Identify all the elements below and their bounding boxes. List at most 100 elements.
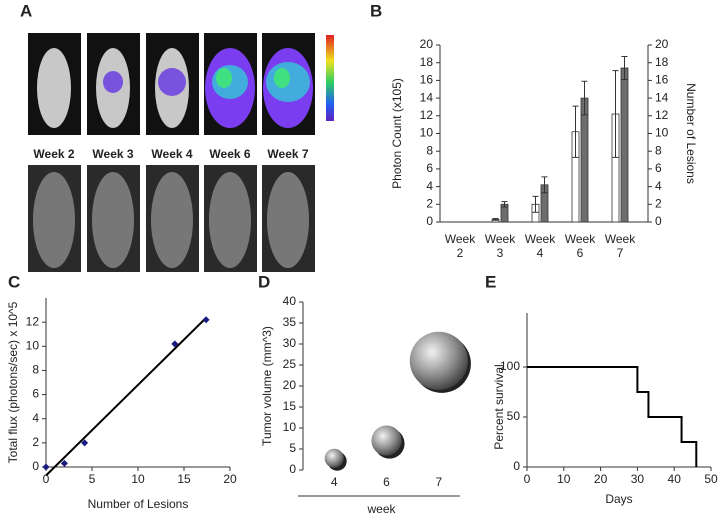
- y-tick-label: 10: [655, 126, 669, 140]
- bar: [580, 97, 589, 223]
- x-tick-label: 7: [435, 475, 442, 489]
- x-tick-label: 0: [524, 472, 531, 486]
- y-tick-label: 12: [655, 108, 669, 122]
- point: [171, 340, 179, 348]
- y-tick-label: 8: [426, 143, 433, 157]
- y2-axis-label: Number of Lesions: [684, 83, 698, 184]
- x-tick-label: 4: [331, 475, 338, 489]
- x-tick-label: Week 2: [444, 232, 476, 260]
- y-tick-label: 18: [420, 55, 434, 69]
- point: [81, 439, 89, 447]
- y-tick-label: 14: [420, 90, 434, 104]
- caption: Week 7: [267, 147, 308, 161]
- bubble: [324, 448, 344, 468]
- mri-body: [267, 172, 309, 268]
- x-tick-label: Week 4: [524, 232, 556, 260]
- signal: [103, 71, 123, 93]
- y-tick-label: 10: [26, 338, 40, 352]
- y-tick-label: 16: [655, 73, 669, 87]
- x-tick-label: Week 7: [604, 232, 636, 260]
- x-tick-label: 15: [177, 472, 191, 486]
- error-bar: [492, 217, 499, 221]
- bar: [620, 67, 629, 223]
- y-tick-label: 12: [26, 314, 40, 328]
- error-bar: [572, 105, 579, 158]
- mouse: [37, 48, 71, 128]
- error-bar: [581, 80, 588, 116]
- y-tick-label: 4: [32, 411, 39, 425]
- y-axis-label: Tumor volume (mm^3): [260, 326, 274, 446]
- bubble: [409, 331, 468, 390]
- y-axis-label: Total flux (photons/sec) x 10^5: [6, 301, 20, 463]
- x-tick-label: 20: [223, 472, 237, 486]
- y-tick-label: 35: [283, 315, 297, 329]
- y-tick-label: 2: [32, 435, 39, 449]
- y-tick-label: 2: [655, 196, 662, 210]
- x-tick-label: 0: [43, 472, 50, 486]
- signal: [274, 68, 290, 88]
- y-tick-label: 0: [289, 462, 296, 476]
- x-tick-label: 40: [668, 472, 682, 486]
- y-axis-label: Percent survival: [492, 364, 506, 449]
- x-tick-label: 6: [383, 475, 390, 489]
- error-bar: [532, 195, 539, 213]
- y-tick-label: 5: [289, 441, 296, 455]
- y-tick-label: 0: [426, 214, 433, 228]
- panel-label: D: [258, 272, 270, 291]
- x-axis-label: Days: [605, 492, 632, 506]
- y-tick-label: 16: [420, 73, 434, 87]
- y-tick-label: 4: [655, 179, 662, 193]
- x-tick-label: 30: [631, 472, 645, 486]
- y-tick-label: 4: [426, 179, 433, 193]
- y-tick-label: 30: [283, 336, 297, 350]
- y-tick-label: 6: [426, 161, 433, 175]
- trend-line: [45, 317, 207, 477]
- error-bar: [501, 201, 508, 208]
- signal: [158, 68, 186, 96]
- mri-body: [151, 172, 193, 268]
- y-tick-label: 10: [283, 420, 297, 434]
- y-tick-label: 15: [283, 399, 297, 413]
- error-bar: [612, 70, 619, 158]
- x-tick-label: Week 3: [484, 232, 516, 260]
- y-tick-label: 18: [655, 55, 669, 69]
- caption: Week 4: [151, 147, 192, 161]
- x-tick-label: 10: [131, 472, 145, 486]
- x-tick-label: 50: [704, 472, 718, 486]
- error-bar: [541, 176, 548, 194]
- image-panel: Week 2 Week 3 Week 4 Week 6 Week 7: [28, 33, 315, 272]
- x-tick-label: 10: [557, 472, 571, 486]
- y-tick-label: 20: [655, 37, 669, 51]
- y-tick-label: 6: [655, 161, 662, 175]
- y-tick-label: 14: [655, 90, 669, 104]
- y-tick-label: 8: [32, 363, 39, 377]
- y-tick-label: 100: [500, 359, 520, 373]
- signal: [216, 68, 232, 88]
- y-tick-label: 25: [283, 357, 297, 371]
- x-tick-label: 5: [89, 472, 96, 486]
- point: [42, 463, 50, 471]
- point: [60, 459, 68, 467]
- color-bar: [326, 35, 334, 121]
- x-axis-label: week: [366, 502, 396, 516]
- y-tick-label: 40: [283, 294, 297, 308]
- y-tick-label: 20: [283, 378, 297, 392]
- mri-body: [92, 172, 134, 268]
- y-tick-label: 8: [655, 143, 662, 157]
- x-tick-label: Week 6: [564, 232, 596, 260]
- y-tick-label: 2: [426, 196, 433, 210]
- caption: Week 2: [33, 147, 74, 161]
- error-bar: [621, 56, 628, 81]
- y-tick-label: 12: [420, 108, 434, 122]
- point: [202, 316, 210, 324]
- mri-body: [33, 172, 75, 268]
- panel-label: E: [485, 272, 496, 291]
- x-tick-label: 20: [594, 472, 608, 486]
- y-tick-label: 10: [420, 126, 434, 140]
- x-axis-label: Number of Lesions: [88, 497, 189, 511]
- bubble: [371, 425, 402, 456]
- mri-body: [209, 172, 251, 268]
- panel-label: C: [8, 272, 20, 291]
